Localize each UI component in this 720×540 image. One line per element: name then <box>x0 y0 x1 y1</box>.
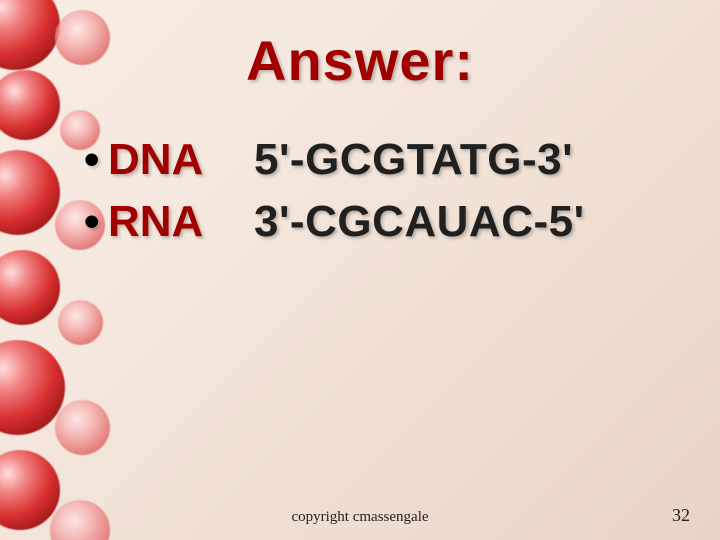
bullet-label: RNA <box>108 194 236 250</box>
bullet-label: DNA <box>108 132 236 188</box>
copyright-text: copyright cmassengale <box>291 509 428 526</box>
bullet-icon: • <box>84 194 90 250</box>
sequence-text: 3'-CGCAUAC-5' <box>254 194 585 250</box>
bullet-row-rna: • RNA 3'-CGCAUAC-5' <box>84 194 680 250</box>
bullet-row-dna: • DNA 5'-GCGTATG-3' <box>84 132 680 188</box>
page-number: 32 <box>672 505 690 526</box>
slide: Answer: • DNA 5'-GCGTATG-3' • RNA 3'-CGC… <box>0 0 720 540</box>
content-area: • DNA 5'-GCGTATG-3' • RNA 3'-CGCAUAC-5' <box>84 132 680 257</box>
sequence-text: 5'-GCGTATG-3' <box>254 132 573 188</box>
slide-title: Answer: <box>0 28 720 93</box>
bullet-icon: • <box>84 132 90 188</box>
